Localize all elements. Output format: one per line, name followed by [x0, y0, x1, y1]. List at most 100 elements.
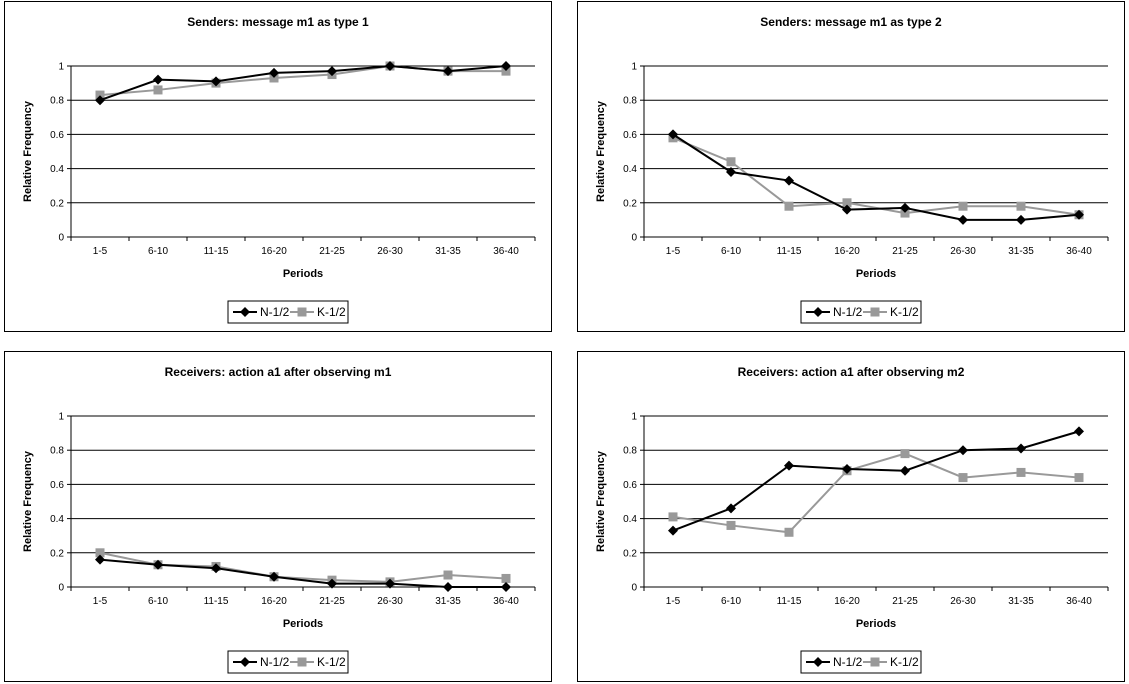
- legend-entry: N-1/2: [260, 305, 290, 319]
- x-tick-label: 26-30: [950, 246, 976, 257]
- chart-panel-receivers-m1: Receivers: action a1 after observing m1 0…: [4, 351, 552, 682]
- x-tick-label: 31-35: [1008, 596, 1034, 607]
- y-tick-label: 1: [58, 412, 64, 423]
- x-tick-label: 1-5: [93, 596, 108, 607]
- data-point-k: [501, 66, 511, 76]
- data-point-n: [726, 167, 736, 178]
- legend-entry: K-1/2: [317, 305, 346, 319]
- x-tick-label: 16-20: [261, 596, 287, 607]
- chart-title: Receivers: action a1 after observing m2: [738, 365, 965, 379]
- y-tick-label: 0.4: [50, 514, 64, 525]
- chart-title: Senders: message m1 as type 1: [187, 15, 369, 29]
- legend-entry: K-1/2: [890, 305, 919, 319]
- data-point-n: [153, 559, 163, 570]
- y-tick-label: 0.2: [623, 198, 637, 209]
- data-point-k: [726, 520, 736, 530]
- y-tick-label: 0.4: [50, 164, 64, 175]
- line-chart: Senders: message m1 as type 1 0 0.2 0.4 0.6 0…: [22, 15, 536, 324]
- x-axis-label: Periods: [856, 618, 896, 630]
- chart-panel-receivers-m2: Receivers: action a1 after observing m2 0…: [577, 351, 1125, 682]
- legend: [227, 650, 349, 674]
- data-point-n: [842, 204, 852, 215]
- x-tick-label: 11-15: [204, 596, 229, 607]
- x-tick-label: 1-5: [666, 246, 681, 257]
- data-point-k: [958, 201, 968, 211]
- y-tick-label: 0.2: [50, 198, 64, 209]
- data-point-n: [900, 202, 910, 213]
- x-tick-label: 26-30: [950, 596, 976, 607]
- series-line-n: [672, 133, 1080, 221]
- line-chart: Receivers: action a1 after observing m2 0…: [595, 365, 1109, 674]
- x-tick-label: 11-15: [204, 246, 229, 257]
- data-point-n: [958, 214, 968, 225]
- legend-marker: [297, 307, 307, 317]
- data-point-k: [1074, 473, 1084, 483]
- legend-entry: N-1/2: [833, 305, 863, 319]
- y-axis-label: Relative Frequency: [22, 100, 34, 202]
- data-point-n: [443, 66, 453, 77]
- data-point-k: [958, 473, 968, 483]
- x-tick-label: 21-25: [892, 596, 918, 607]
- y-tick-label: 1: [631, 62, 637, 73]
- x-tick-label: 36-40: [1066, 246, 1092, 257]
- x-tick-label: 31-35: [435, 246, 461, 257]
- x-tick-label: 21-25: [892, 246, 918, 257]
- x-tick-label: 26-30: [377, 596, 403, 607]
- y-tick-label: 0: [58, 233, 64, 244]
- x-tick-label: 11-15: [777, 246, 802, 257]
- data-point-n: [900, 465, 910, 476]
- y-tick-label: 1: [58, 62, 64, 73]
- y-tick-label: 0.2: [623, 548, 637, 559]
- y-tick-label: 0.8: [50, 96, 64, 107]
- data-point-n: [1016, 443, 1026, 454]
- data-point-n: [385, 578, 395, 589]
- data-point-n: [269, 67, 279, 78]
- data-point-n: [327, 578, 337, 589]
- x-axis-label: Periods: [283, 618, 323, 630]
- data-point-n: [443, 582, 453, 592]
- data-point-n: [668, 129, 678, 140]
- data-point-k: [900, 208, 910, 218]
- y-tick-label: 1: [631, 412, 637, 423]
- legend-marker: [813, 657, 823, 667]
- data-point-n: [95, 554, 105, 565]
- data-point-n: [327, 66, 337, 77]
- data-point-k: [668, 512, 678, 522]
- data-point-k: [784, 527, 794, 537]
- x-tick-label: 31-35: [1008, 246, 1034, 257]
- x-tick-label: 16-20: [261, 246, 287, 257]
- y-tick-label: 0.8: [50, 446, 64, 457]
- data-point-n: [501, 582, 511, 592]
- data-point-n: [1074, 209, 1084, 220]
- y-axis-label: Relative Frequency: [595, 450, 607, 552]
- x-tick-label: 6-10: [721, 246, 741, 257]
- data-point-n: [784, 175, 794, 186]
- data-point-n: [784, 460, 794, 471]
- legend-marker: [240, 657, 250, 667]
- y-tick-label: 0.4: [623, 514, 637, 525]
- legend-entry: N-1/2: [833, 655, 863, 669]
- data-point-k: [784, 201, 794, 211]
- data-point-n: [501, 61, 511, 71]
- y-tick-label: 0.4: [623, 164, 637, 175]
- x-tick-label: 36-40: [493, 596, 519, 607]
- legend: [227, 300, 349, 324]
- data-point-n: [842, 464, 852, 475]
- legend-entry: K-1/2: [890, 655, 919, 669]
- x-tick-label: 21-25: [319, 596, 345, 607]
- y-axis-label: Relative Frequency: [595, 100, 607, 202]
- chart-panel-senders-type2: Senders: message m1 as type 2 0 0.2 0.4 0.6 0…: [577, 1, 1125, 332]
- x-tick-label: 31-35: [435, 596, 461, 607]
- legend-marker: [813, 307, 823, 317]
- data-point-k: [1016, 467, 1026, 477]
- x-axis-label: Periods: [283, 268, 323, 280]
- x-tick-label: 16-20: [834, 246, 860, 257]
- x-axis-label: Periods: [856, 268, 896, 280]
- data-point-n: [269, 571, 279, 582]
- data-point-n: [668, 525, 678, 536]
- x-tick-label: 36-40: [493, 246, 519, 257]
- data-point-k: [900, 449, 910, 459]
- x-tick-label: 6-10: [148, 246, 168, 257]
- y-tick-label: 0: [631, 233, 637, 244]
- data-point-k: [269, 73, 279, 83]
